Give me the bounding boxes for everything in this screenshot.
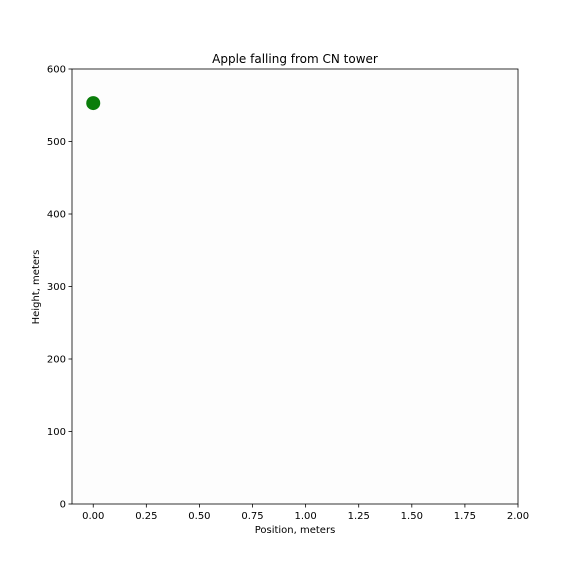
x-tick-label: 0.00: [82, 511, 104, 522]
y-tick-label: 200: [47, 355, 66, 366]
x-axis-ticks: 0.00 0.25 0.50 0.75 1.00 1.25 1.50 1.75 2.00: [82, 504, 529, 522]
y-tick-label: 100: [47, 427, 66, 438]
x-tick-label: 1.00: [294, 511, 316, 522]
plot-area-background: [72, 69, 518, 504]
x-tick-label: 0.25: [135, 511, 157, 522]
x-tick-label: 0.75: [241, 511, 263, 522]
y-axis-label: Height, meters: [31, 250, 42, 325]
y-tick-label: 500: [47, 137, 66, 148]
data-marks: [86, 96, 101, 111]
plot-area-frame: [71, 68, 519, 505]
y-tick-label: 300: [47, 282, 66, 293]
x-tick-label: 1.50: [401, 511, 423, 522]
y-tick-label: 0: [60, 500, 66, 511]
y-tick-label: 600: [47, 65, 66, 76]
x-tick-label: 0.50: [188, 511, 210, 522]
x-tick-label: 1.25: [348, 511, 370, 522]
chart-title: Apple falling from CN tower: [212, 52, 378, 66]
x-tick-label: 2.00: [507, 511, 529, 522]
x-tick-label: 1.75: [454, 511, 476, 522]
y-axis-ticks: 0 100 200 300 400 500 600: [47, 65, 72, 511]
y-tick-label: 400: [47, 210, 66, 221]
data-point-apple: [86, 96, 101, 111]
x-axis-label: Position, meters: [255, 525, 336, 536]
